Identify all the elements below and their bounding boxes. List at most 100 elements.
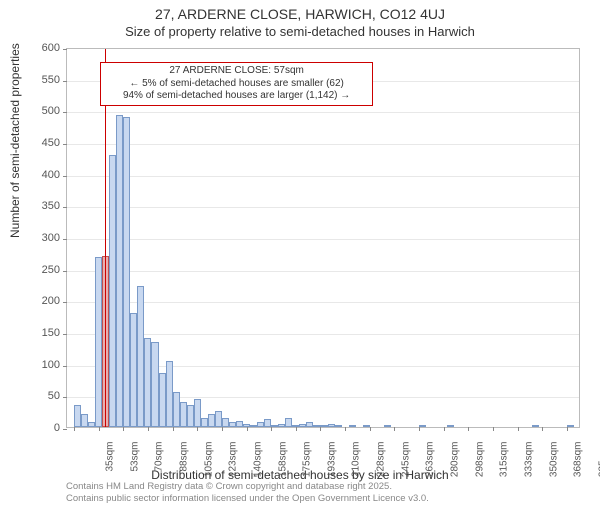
histogram-bar [320,425,327,427]
histogram-bar [363,425,370,427]
histogram-bar [222,418,229,428]
histogram-bar [173,392,180,427]
histogram-bar [187,405,194,427]
x-axis-label: Distribution of semi-detached houses by … [0,468,600,482]
x-tick [493,427,494,431]
y-tick-label: 200 [20,295,60,307]
histogram-bar [130,313,137,427]
chart-subtitle: Size of property relative to semi-detach… [0,22,600,39]
plot-wrap: 27 ARDERNE CLOSE: 57sqm← 5% of semi-deta… [66,48,580,428]
x-tick [271,427,272,431]
histogram-bar [109,155,116,427]
histogram-bar [95,257,102,427]
histogram-bar [567,425,574,427]
x-tick-label: 70sqm [154,442,165,482]
histogram-bar [180,402,187,427]
y-tick-label: 250 [20,264,60,276]
y-tick-label: 300 [20,232,60,244]
histogram-bar [271,425,278,427]
histogram-bar [349,425,356,427]
y-tick [63,334,67,335]
y-tick-label: 100 [20,359,60,371]
histogram-bar [151,342,158,428]
histogram-bar [250,425,257,427]
y-tick [63,81,67,82]
y-tick-label: 0 [20,422,60,434]
x-tick [222,427,223,431]
histogram-bar [335,425,342,427]
x-tick-label: 245sqm [400,442,411,482]
x-tick-label: 193sqm [326,442,337,482]
y-tick-label: 600 [20,42,60,54]
x-tick [567,427,568,431]
x-tick [468,427,469,431]
x-tick-label: 263sqm [425,442,436,482]
y-tick [63,144,67,145]
y-tick [63,112,67,113]
histogram-bar [88,422,95,427]
x-tick [123,427,124,431]
x-tick [296,427,297,431]
x-tick-label: 123sqm [228,442,239,482]
gridline [67,112,579,113]
x-tick-label: 35sqm [105,442,116,482]
histogram-bar [166,361,173,428]
x-tick [394,427,395,431]
histogram-bar [229,422,236,427]
x-tick-label: 280sqm [450,442,461,482]
x-tick [518,427,519,431]
gridline [67,176,579,177]
histogram-bar [144,338,151,427]
histogram-bar [116,115,123,427]
y-tick-label: 350 [20,200,60,212]
x-tick-label: 88sqm [178,442,189,482]
plot-area: 27 ARDERNE CLOSE: 57sqm← 5% of semi-deta… [66,48,580,428]
x-tick [370,427,371,431]
histogram-bar [532,425,539,427]
histogram-bar [278,424,285,427]
x-tick [74,427,75,431]
x-tick-label: 175sqm [302,442,313,482]
histogram-bar [328,424,335,427]
histogram-bar [306,422,313,427]
x-tick-label: 333sqm [523,442,534,482]
y-tick-label: 500 [20,105,60,117]
gridline [67,207,579,208]
x-tick-label: 228sqm [376,442,387,482]
y-tick [63,49,67,50]
footer-line-2: Contains public sector information licen… [66,493,429,505]
x-tick [320,427,321,431]
footer-line-1: Contains HM Land Registry data © Crown c… [66,481,429,493]
y-tick-label: 400 [20,169,60,181]
histogram-bar [419,425,426,427]
x-tick [542,427,543,431]
y-tick-label: 450 [20,137,60,149]
histogram-bar [137,286,144,427]
histogram-bar [447,425,454,427]
histogram-bar [81,414,88,427]
y-tick [63,429,67,430]
histogram-bar [299,424,306,427]
x-tick-label: 105sqm [203,442,214,482]
annotation-box: 27 ARDERNE CLOSE: 57sqm← 5% of semi-deta… [100,62,372,106]
histogram-bar [123,117,130,427]
histogram-bar [313,425,320,427]
attribution-footer: Contains HM Land Registry data © Crown c… [66,481,429,505]
x-tick-label: 315sqm [499,442,510,482]
gridline [67,239,579,240]
histogram-bar [285,418,292,428]
y-tick [63,302,67,303]
histogram-bar [257,422,264,427]
annotation-line: 94% of semi-detached houses are larger (… [105,90,367,103]
y-tick [63,239,67,240]
histogram-bar [201,418,208,428]
y-tick-label: 50 [20,390,60,402]
x-tick [444,427,445,431]
histogram-bar [74,405,81,427]
y-tick [63,176,67,177]
histogram-bar [215,411,222,427]
x-tick [419,427,420,431]
x-tick-label: 210sqm [351,442,362,482]
x-tick [173,427,174,431]
histogram-bar [264,419,271,427]
